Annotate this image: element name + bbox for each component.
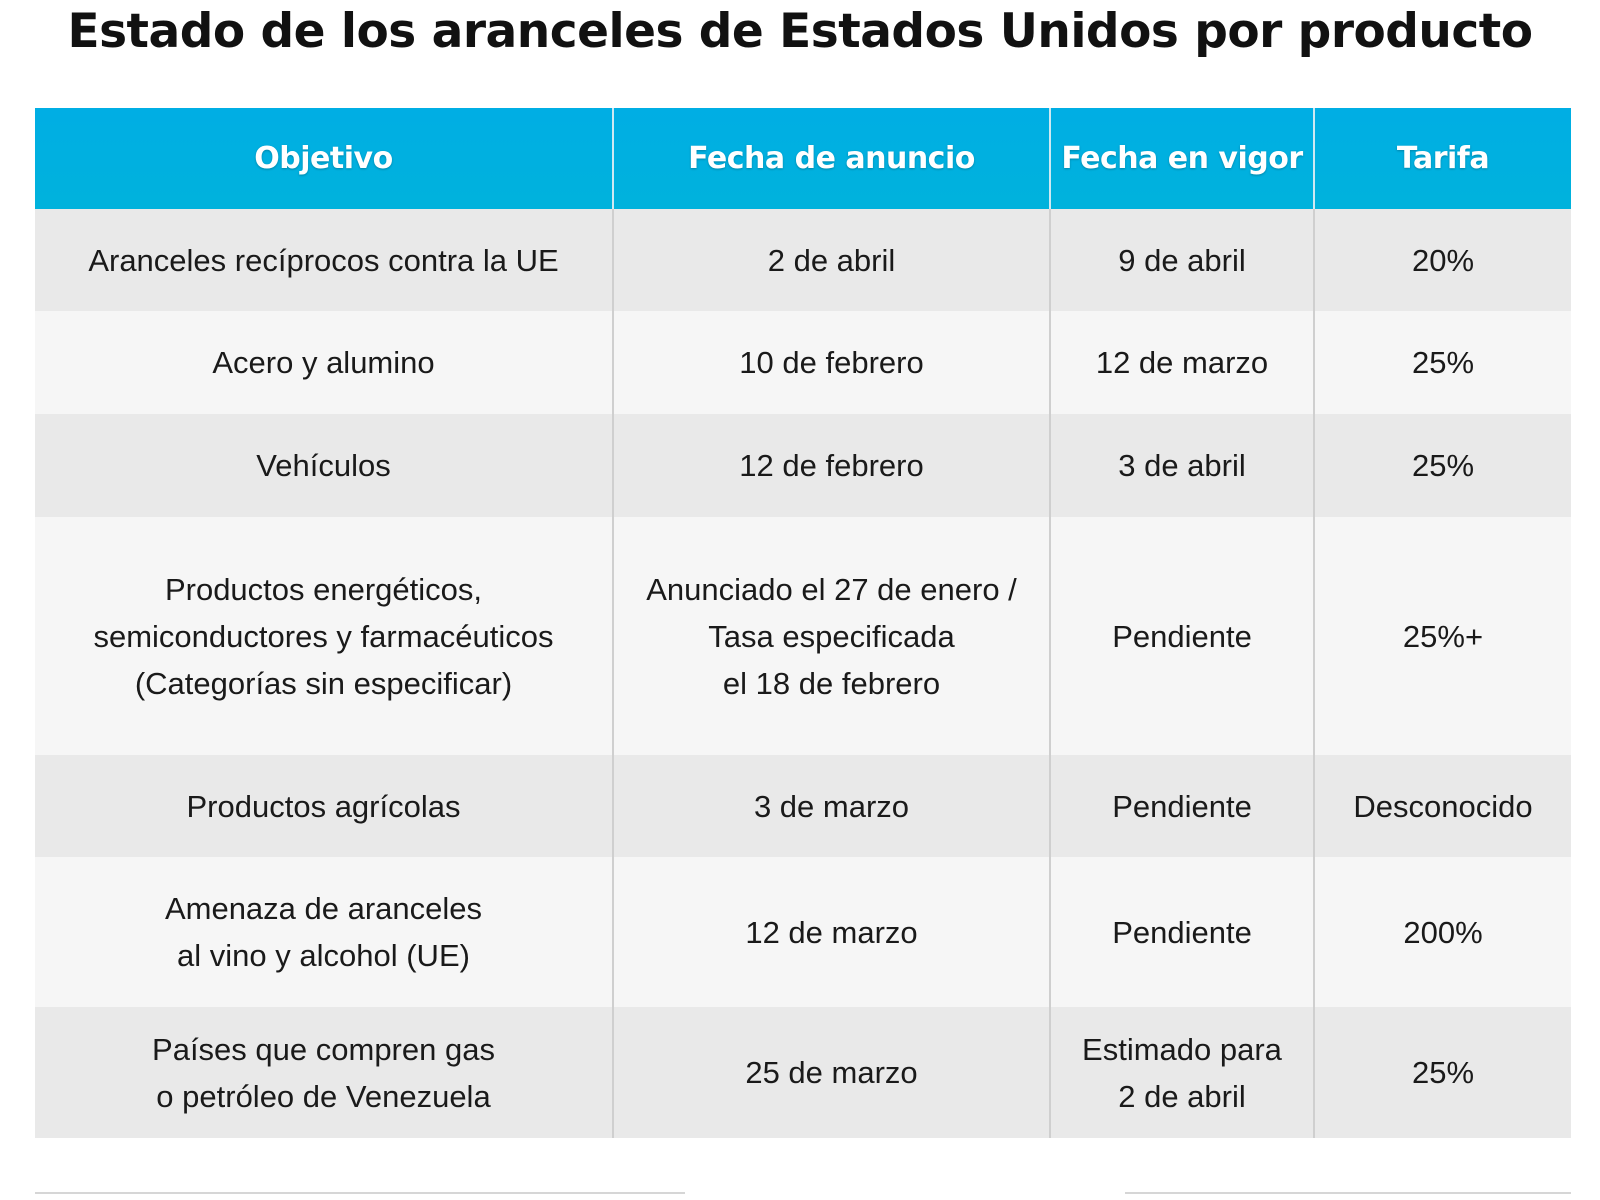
- cell-tarifa: 25%: [1314, 1007, 1571, 1138]
- header-objetivo: Objetivo: [35, 108, 614, 209]
- cell-fecha-anuncio: 2 de abril: [613, 209, 1051, 311]
- cell-fecha-vigor: 3 de abril: [1050, 414, 1315, 517]
- cell-tarifa: 25%: [1314, 311, 1571, 414]
- cell-objetivo: Acero y alumino: [35, 311, 614, 414]
- cell-objetivo: Productos energéticos, semiconductores y…: [35, 517, 614, 755]
- tariff-table: Objetivo Fecha de anuncio Fecha en vigor…: [35, 108, 1571, 1138]
- cell-tarifa: 200%: [1314, 857, 1571, 1007]
- table-row: Productos agrícolas 3 de marzo Pendiente…: [35, 755, 1571, 857]
- footer-divider-right: [1125, 1192, 1571, 1194]
- cell-objetivo: Países que compren gas o petróleo de Ven…: [35, 1007, 614, 1138]
- table-body: Aranceles recíprocos contra la UE 2 de a…: [35, 209, 1571, 1138]
- cell-objetivo: Vehículos: [35, 414, 614, 517]
- header-fecha-vigor: Fecha en vigor: [1050, 108, 1315, 209]
- table-row: Acero y alumino 10 de febrero 12 de marz…: [35, 311, 1571, 414]
- cell-tarifa: 25%: [1314, 414, 1571, 517]
- cell-tarifa: 20%: [1314, 209, 1571, 311]
- header-row: Objetivo Fecha de anuncio Fecha en vigor…: [35, 108, 1571, 209]
- header-fecha-anuncio: Fecha de anuncio: [613, 108, 1051, 209]
- table-header: Objetivo Fecha de anuncio Fecha en vigor…: [35, 108, 1571, 209]
- cell-tarifa: Desconocido: [1314, 755, 1571, 857]
- cell-fecha-vigor: 12 de marzo: [1050, 311, 1315, 414]
- cell-fecha-vigor: 9 de abril: [1050, 209, 1315, 311]
- cell-fecha-vigor: Pendiente: [1050, 517, 1315, 755]
- cell-fecha-vigor: Pendiente: [1050, 857, 1315, 1007]
- cell-objetivo: Aranceles recíprocos contra la UE: [35, 209, 614, 311]
- cell-objetivo: Amenaza de aranceles al vino y alcohol (…: [35, 857, 614, 1007]
- table-row: Países que compren gas o petróleo de Ven…: [35, 1007, 1571, 1138]
- table-row: Amenaza de aranceles al vino y alcohol (…: [35, 857, 1571, 1007]
- table-row: Productos energéticos, semiconductores y…: [35, 517, 1571, 755]
- tariff-table-container: Objetivo Fecha de anuncio Fecha en vigor…: [35, 108, 1571, 1138]
- cell-fecha-anuncio: 10 de febrero: [613, 311, 1051, 414]
- cell-fecha-vigor: Estimado para 2 de abril: [1050, 1007, 1315, 1138]
- table-row: Aranceles recíprocos contra la UE 2 de a…: [35, 209, 1571, 311]
- cell-tarifa: 25%+: [1314, 517, 1571, 755]
- cell-objetivo: Productos agrícolas: [35, 755, 614, 857]
- cell-fecha-anuncio: 12 de marzo: [613, 857, 1051, 1007]
- cell-fecha-anuncio: 25 de marzo: [613, 1007, 1051, 1138]
- header-tarifa: Tarifa: [1314, 108, 1571, 209]
- footer-divider-left: [35, 1192, 685, 1194]
- chart-title: Estado de los aranceles de Estados Unido…: [67, 4, 1533, 59]
- cell-fecha-vigor: Pendiente: [1050, 755, 1315, 857]
- cell-fecha-anuncio: 12 de febrero: [613, 414, 1051, 517]
- cell-fecha-anuncio: Anunciado el 27 de enero / Tasa especifi…: [613, 517, 1051, 755]
- table-row: Vehículos 12 de febrero 3 de abril 25%: [35, 414, 1571, 517]
- cell-fecha-anuncio: 3 de marzo: [613, 755, 1051, 857]
